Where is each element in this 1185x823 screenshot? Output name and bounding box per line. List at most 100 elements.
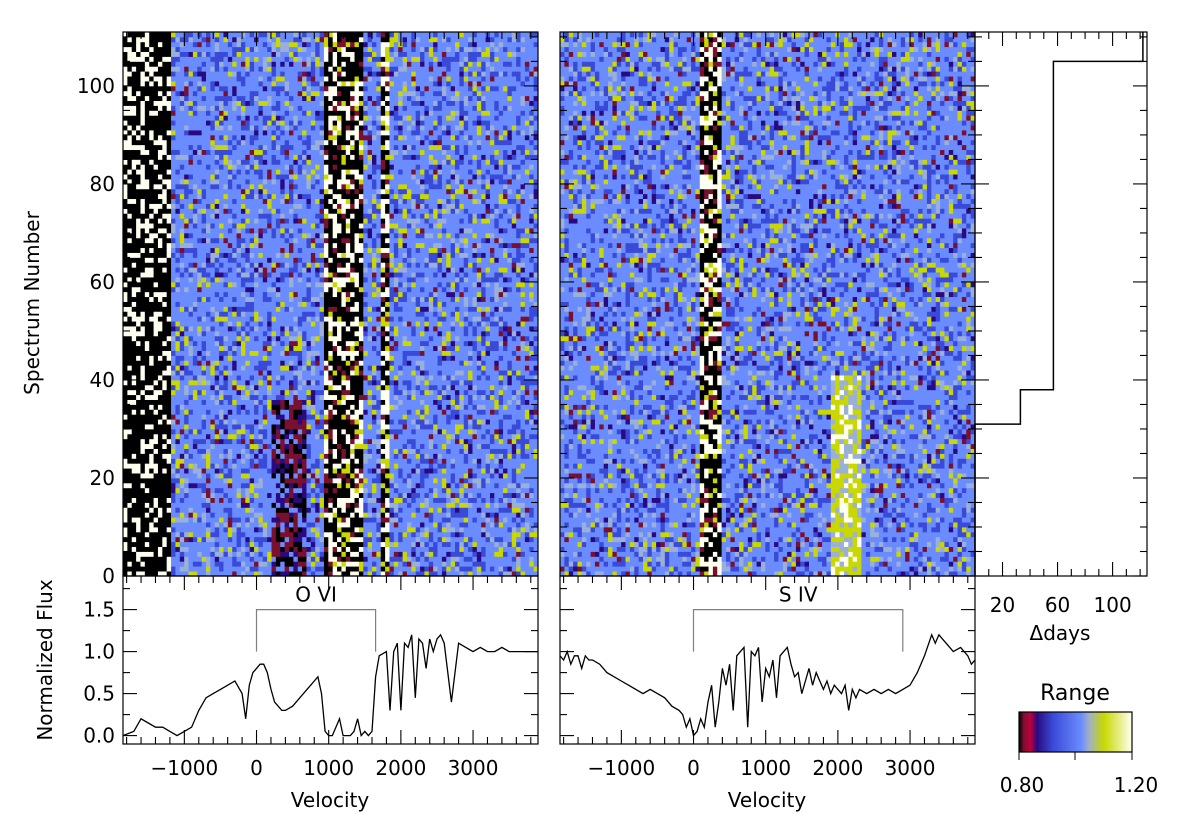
heatmap-cell xyxy=(428,463,434,469)
heatmap-cell xyxy=(415,404,421,410)
heatmap-cell xyxy=(249,556,255,562)
heatmap-cell xyxy=(289,321,294,327)
heatmap-cell xyxy=(446,487,452,494)
heatmap-cell xyxy=(411,384,417,391)
heatmap-cell xyxy=(280,512,286,518)
heatmap-cell xyxy=(485,350,491,356)
heatmap-cell xyxy=(262,384,268,391)
heatmap-cell xyxy=(433,522,438,528)
heatmap-cell xyxy=(476,487,482,494)
heatmap-cell xyxy=(503,330,508,337)
heatmap-cell xyxy=(337,428,342,435)
heatmap-cell xyxy=(236,365,242,371)
heatmap-cell xyxy=(201,384,207,391)
heatmap-cell xyxy=(140,379,146,386)
heatmap-cell xyxy=(232,394,237,400)
heatmap-cell xyxy=(144,326,150,332)
heatmap-cell xyxy=(297,551,303,557)
heatmap-cell xyxy=(533,531,538,538)
heatmap-cell xyxy=(428,424,434,430)
heatmap-cell xyxy=(249,551,255,557)
heatmap-cell xyxy=(323,399,329,405)
heatmap-cell xyxy=(140,463,146,469)
heatmap-cell xyxy=(481,507,486,513)
heatmap-cell xyxy=(450,541,456,547)
heatmap-cell xyxy=(485,551,491,557)
heatmap-cell xyxy=(459,433,465,440)
heatmap-cell xyxy=(503,321,508,327)
heatmap-cell xyxy=(468,330,473,337)
heatmap-cell xyxy=(376,330,382,337)
heatmap-cell xyxy=(245,531,251,538)
heatmap-cell xyxy=(293,419,299,425)
heatmap-cell xyxy=(511,448,517,454)
heatmap-cell xyxy=(328,477,334,484)
heatmap-cell xyxy=(123,468,128,474)
heatmap-cell xyxy=(328,365,334,371)
heatmap-cell xyxy=(358,512,364,518)
heatmap-cell xyxy=(511,355,517,361)
heatmap-cell xyxy=(271,424,277,430)
heatmap-cell xyxy=(524,404,530,410)
heatmap-cell xyxy=(262,541,268,547)
heatmap-cell xyxy=(376,531,382,538)
heatmap-cell xyxy=(280,541,286,547)
heatmap-cell xyxy=(223,433,229,440)
heatmap-cell xyxy=(411,448,417,454)
heatmap-cell xyxy=(179,546,185,552)
heatmap-cell xyxy=(380,355,386,361)
heatmap-cell xyxy=(328,448,334,454)
heatmap-cell xyxy=(171,556,176,562)
heatmap-cell xyxy=(441,522,447,528)
heatmap-cell xyxy=(516,399,521,405)
heatmap-cell xyxy=(166,546,172,552)
heatmap-cell xyxy=(184,370,189,376)
heatmap-cell xyxy=(498,340,504,347)
heatmap-cell xyxy=(393,384,399,391)
heatmap-cell xyxy=(485,541,491,547)
heatmap-cell xyxy=(337,409,342,415)
heatmap-cell xyxy=(254,443,259,449)
heatmap-cell xyxy=(332,428,338,435)
heatmap-cell xyxy=(293,507,299,513)
heatmap-cell xyxy=(249,492,255,498)
heatmap-cell xyxy=(398,384,403,391)
heatmap-cell xyxy=(516,473,521,479)
heatmap-cell xyxy=(171,326,176,332)
heatmap-cell xyxy=(136,389,141,396)
heatmap-cell xyxy=(315,556,320,562)
heatmap-cell xyxy=(267,379,272,386)
heatmap-cell xyxy=(267,330,272,337)
heatmap-cell xyxy=(476,477,482,484)
heatmap-cell xyxy=(166,453,172,459)
heatmap-cell xyxy=(446,526,452,533)
heatmap-cell xyxy=(385,399,390,405)
heatmap-cell xyxy=(415,531,421,538)
heatmap-cell xyxy=(341,448,347,454)
heatmap-cell xyxy=(376,326,382,332)
heatmap-cell xyxy=(341,517,347,523)
heatmap-cell xyxy=(144,487,150,494)
heatmap-cell xyxy=(372,428,377,435)
heatmap-cell xyxy=(363,365,369,371)
heatmap-cell xyxy=(363,443,369,449)
heatmap-cell xyxy=(223,448,229,454)
heatmap-cell xyxy=(184,477,189,484)
heatmap-cell xyxy=(433,497,438,503)
heatmap-cell xyxy=(206,453,211,459)
heatmap-cell xyxy=(411,512,417,518)
heatmap-cell xyxy=(398,389,403,396)
heatmap-cell xyxy=(472,424,478,430)
heatmap-cell xyxy=(450,433,456,440)
heatmap-cell xyxy=(345,414,351,420)
heatmap-cell xyxy=(136,566,141,572)
heatmap-cell xyxy=(420,477,425,484)
heatmap-cell xyxy=(210,556,216,562)
heatmap-cell xyxy=(433,571,438,576)
heatmap-cell xyxy=(411,389,417,396)
heatmap-cell xyxy=(420,340,425,347)
heatmap-cell xyxy=(424,522,430,528)
heatmap-cell xyxy=(441,526,447,533)
heatmap-cell xyxy=(275,473,281,479)
heatmap-cell xyxy=(441,487,447,494)
